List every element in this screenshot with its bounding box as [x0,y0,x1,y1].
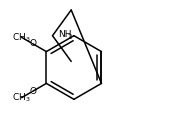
Text: CH$_3$: CH$_3$ [12,31,31,43]
Text: O: O [29,87,36,96]
Text: 2: 2 [67,34,72,40]
Text: CH$_3$: CH$_3$ [12,92,31,104]
Text: O: O [29,39,36,48]
Text: NH: NH [59,30,72,39]
